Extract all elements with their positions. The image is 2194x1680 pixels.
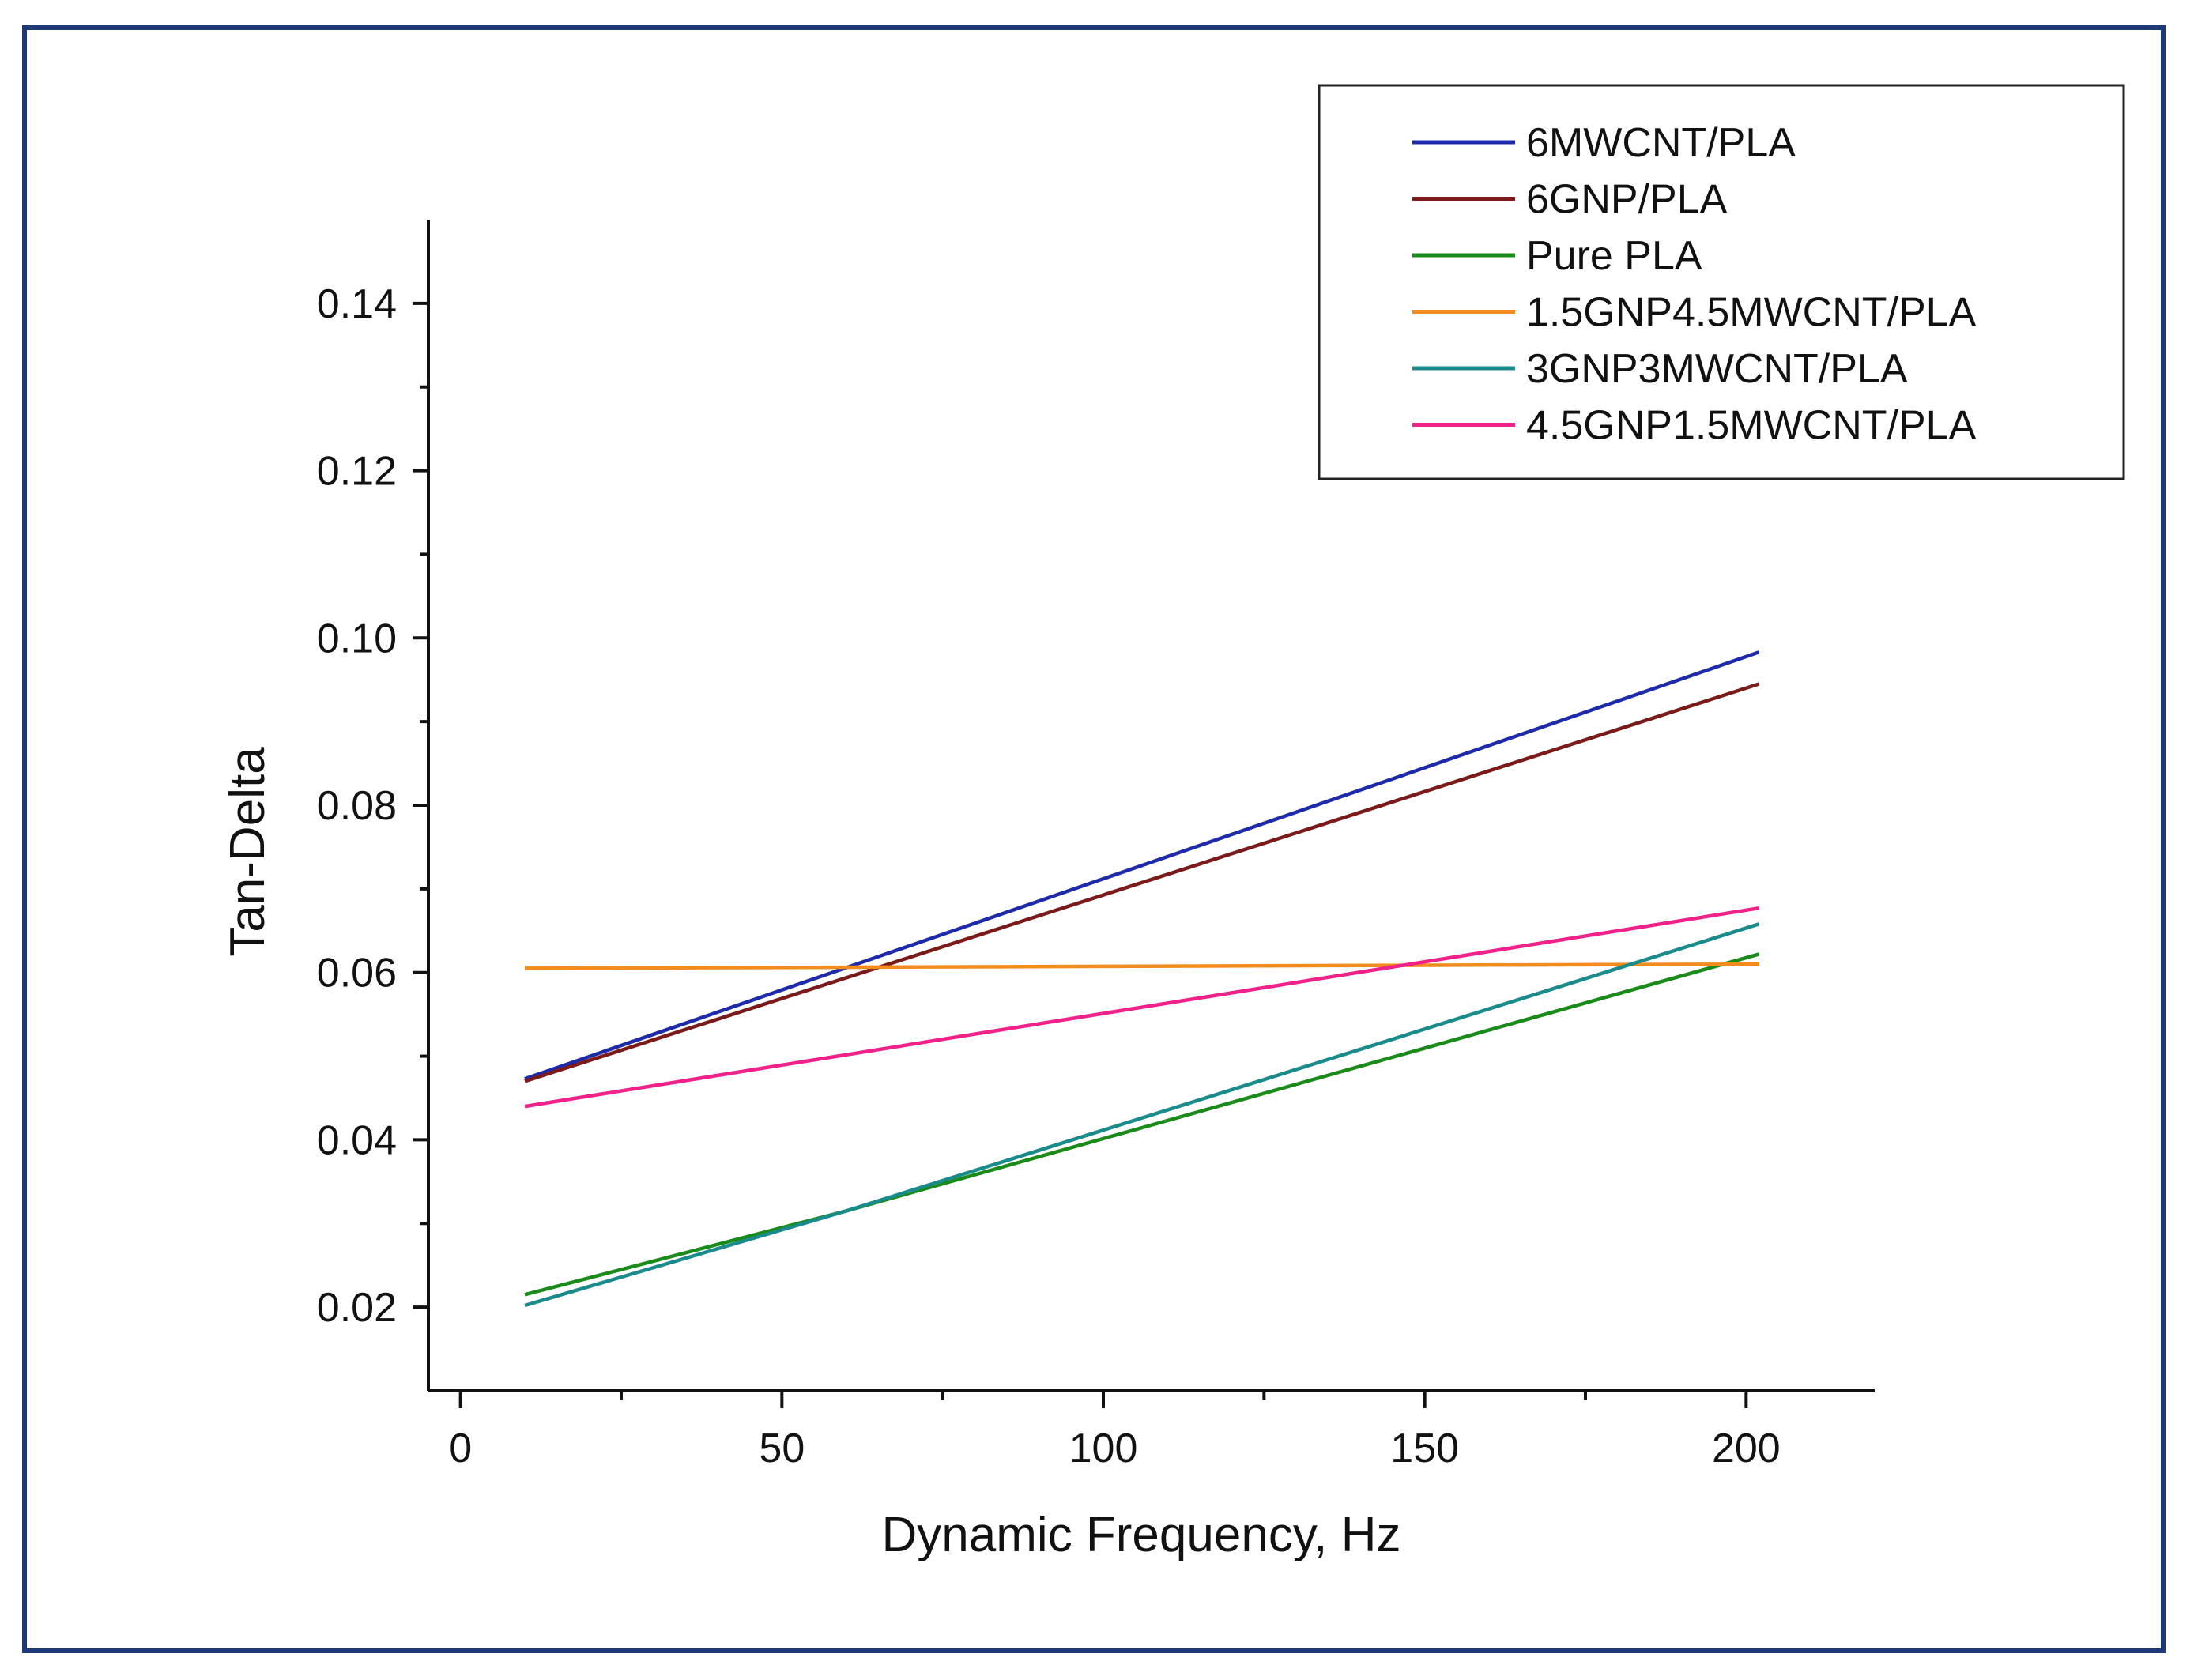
y-tick-label: 0.14 xyxy=(317,281,397,327)
legend-label: Pure PLA xyxy=(1526,233,1702,279)
series-line-6gnp-pla xyxy=(524,682,1760,1083)
legend-label: 6GNP/PLA xyxy=(1526,177,1728,223)
y-axis-title: Tan-Delta xyxy=(221,747,275,957)
x-tick-label: 200 xyxy=(1712,1426,1781,1471)
series-lines xyxy=(524,650,1760,1308)
series-line-4-5gnp1-5mwcnt-pla xyxy=(524,906,1759,1109)
y-tick-label: 0.12 xyxy=(317,449,397,495)
series-line-6mwcnt-pla xyxy=(524,650,1760,1081)
legend: 6MWCNT/PLA 6GNP/PLA Pure PLA 1.5GNP4.5MWCNT… xyxy=(1318,84,2125,480)
series-line-pure-pla xyxy=(524,952,1760,1297)
legend-label: 6MWCNT/PLA xyxy=(1526,120,1796,166)
series-line-3gnp3mwcnt-pla xyxy=(524,922,1760,1308)
y-tick-label: 0.10 xyxy=(317,616,397,661)
legend-box xyxy=(1318,84,2125,480)
y-tick-label: 0.04 xyxy=(317,1117,397,1163)
legend-label: 3GNP3MWCNT/PLA xyxy=(1526,346,1908,392)
line-chart: 0.02 0.04 0.06 0.08 0.10 0.12 0.14 0 50 100 150 200… xyxy=(221,84,2125,1562)
y-tick-label: 0.08 xyxy=(317,783,397,829)
chart-frame: 0.02 0.04 0.06 0.08 0.10 0.12 0.14 0 50 100 150 200… xyxy=(22,25,2166,1653)
legend-label: 1.5GNP4.5MWCNT/PLA xyxy=(1526,290,1977,336)
y-tick-label: 0.02 xyxy=(317,1285,397,1331)
series-line-1-5gnp4-5mwcnt-pla xyxy=(524,962,1759,970)
y-tick-label: 0.06 xyxy=(317,951,397,996)
x-axis-title: Dynamic Frequency, Hz xyxy=(882,1508,1401,1562)
legend-label: 4.5GNP1.5MWCNT/PLA xyxy=(1526,403,1977,449)
x-tick-label: 0 xyxy=(449,1426,472,1471)
x-tick-label: 50 xyxy=(759,1426,805,1471)
x-tick-label: 100 xyxy=(1069,1426,1138,1471)
axes: 0.02 0.04 0.06 0.08 0.10 0.12 0.14 0 50 100 150 200 xyxy=(317,220,1875,1471)
x-tick-label: 150 xyxy=(1390,1426,1459,1471)
